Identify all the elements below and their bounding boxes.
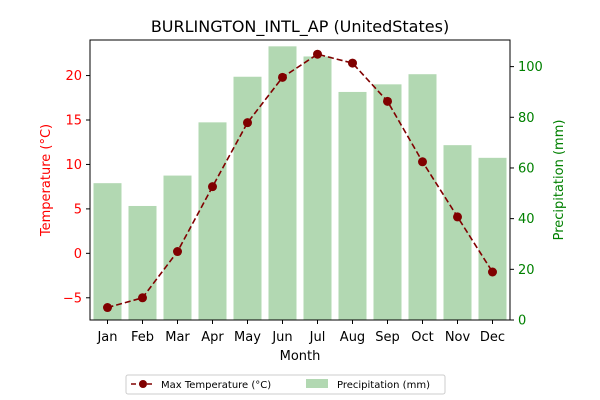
left-axis-tick-label: 15	[65, 114, 82, 129]
left-axis-tick-label: 20	[65, 69, 82, 84]
left-axis-tick-label: 0	[74, 247, 82, 262]
x-axis-tick-label: Nov	[445, 330, 471, 345]
right-axis-tick-label: 0	[518, 314, 526, 329]
left-axis-tick-label: 5	[74, 202, 82, 217]
legend-temperature-label: Max Temperature (°C)	[161, 380, 271, 391]
precipitation-bar	[268, 46, 297, 320]
x-axis-tick-label: May	[234, 330, 261, 345]
legend: Max Temperature (°C) Precipitation (mm)	[125, 374, 446, 395]
x-axis-label: Month	[280, 349, 321, 364]
temperature-point	[383, 96, 392, 106]
left-axis-label: Temperature (°C)	[39, 124, 54, 237]
precipitation-bar	[93, 183, 122, 320]
left-axis-tick-label: 10	[65, 158, 82, 173]
x-axis-tick-label: Oct	[411, 330, 433, 345]
axes-layer: −5 0 5 10 15 20 0 20 40 60 80 100 Jan Feb Mar Apr May Jun…	[63, 39, 543, 345]
x-axis-tick-label: Jan	[96, 330, 117, 345]
x-axis-tick-label: Aug	[340, 330, 365, 345]
temperature-point	[453, 212, 462, 222]
right-axis-tick-label: 60	[518, 161, 535, 176]
left-axis-tick-label: −5	[63, 291, 82, 306]
legend-frame	[125, 374, 446, 395]
temperature-line-layer	[103, 49, 497, 313]
temperature-point	[488, 267, 497, 277]
precipitation-bar	[303, 56, 332, 320]
precipitation-bar	[408, 74, 437, 321]
temperature-line	[107, 53, 494, 309]
temperature-point	[278, 72, 287, 82]
temperature-point	[313, 49, 322, 59]
temperature-point	[243, 118, 252, 128]
temperature-point	[103, 303, 112, 313]
right-axis-tick-label: 20	[518, 263, 535, 278]
chart-title: BURLINGTON_INTL_AP (UnitedStates)	[151, 17, 449, 37]
right-axis-tick-label: 40	[518, 212, 535, 227]
temperature-point	[348, 58, 357, 68]
precipitation-bar	[128, 205, 157, 320]
precipitation-bar	[233, 76, 262, 321]
precipitation-bar	[373, 84, 402, 320]
precipitation-bar	[198, 122, 227, 320]
x-axis-tick-label: Mar	[165, 330, 190, 345]
bars-layer	[93, 46, 507, 321]
temperature-point	[138, 293, 147, 303]
precipitation-bar	[478, 157, 507, 320]
legend-precipitation-label: Precipitation (mm)	[337, 380, 430, 391]
right-axis-label: Precipitation (mm)	[552, 120, 567, 241]
x-axis-tick-label: Dec	[480, 330, 505, 345]
temperature-point	[418, 157, 427, 167]
x-axis-tick-label: Jul	[309, 330, 326, 345]
precipitation-bar	[338, 91, 367, 320]
x-axis-tick-label: Sep	[375, 330, 400, 345]
temperature-point	[208, 182, 217, 192]
right-axis-tick-label: 100	[518, 60, 543, 75]
plot-frame	[89, 39, 511, 321]
right-axis-tick-label: 80	[518, 111, 535, 126]
x-axis-tick-label: Feb	[131, 330, 154, 345]
x-axis-tick-label: Apr	[201, 330, 224, 345]
x-axis-tick-label: Jun	[271, 330, 292, 345]
temperature-point	[173, 247, 182, 257]
legend-precipitation-swatch-icon	[306, 379, 328, 388]
legend-temperature-marker-icon	[139, 380, 147, 388]
